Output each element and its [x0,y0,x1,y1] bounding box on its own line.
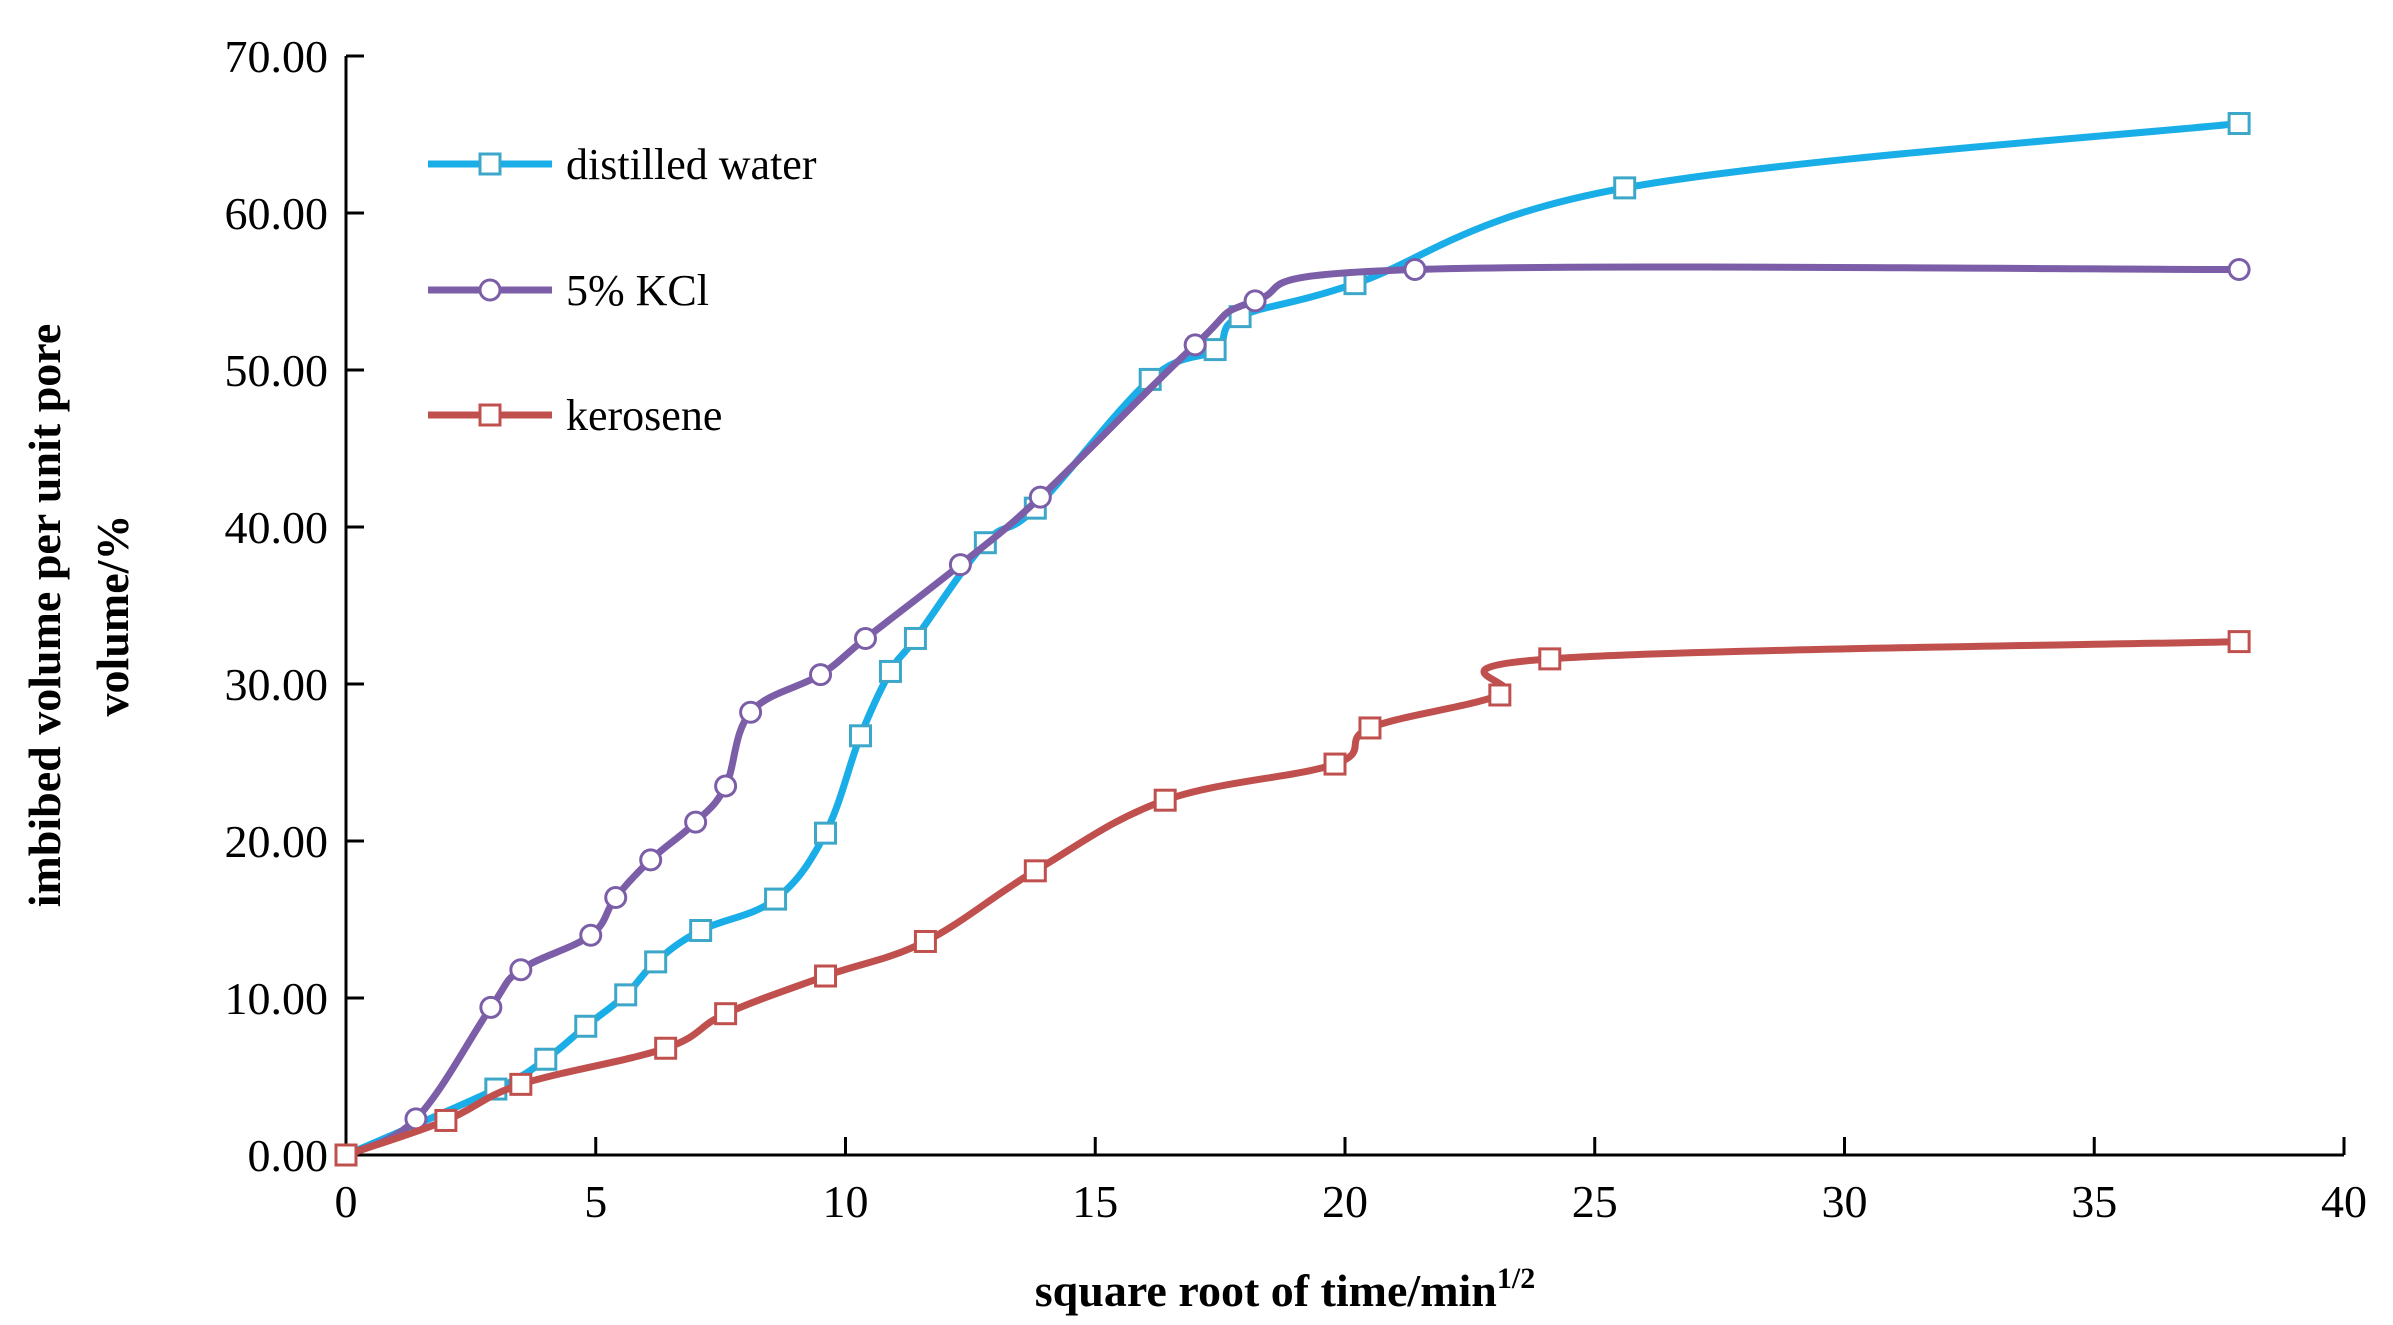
data-point-kerosene [814,964,838,988]
data-point-5-kcl [809,663,833,687]
legend-item-5-kcl: 5% KCl [428,266,709,315]
series-line-kerosene [342,638,2243,1159]
x-tick-label: 20 [1322,1176,1368,1227]
y-tick-label: 30.00 [225,659,329,710]
x-tick-label: 35 [2071,1176,2117,1227]
data-point-distilled-water [903,626,927,650]
data-point-kerosene [1153,788,1177,812]
series-kerosene [334,630,2251,1167]
x-tick-label: 40 [2321,1176,2367,1227]
y-axis-title: imbibed volume per unit pore volume/% [19,324,138,908]
legend-label-5-kcl: 5% KCl [566,266,709,315]
data-point-5-kcl [853,626,877,650]
x-tick-label: 5 [584,1176,607,1227]
y-tick-label: 0.00 [248,1130,329,1181]
data-point-distilled-water [1343,272,1367,296]
data-point-5-kcl [639,848,663,872]
legend-item-distilled-water: distilled water [428,140,817,189]
data-point-distilled-water [1613,176,1637,200]
x-tick-label: 25 [1572,1176,1618,1227]
x-tick-label: 0 [335,1176,358,1227]
x-axis-ticks: 0 5 10 15 20 25 30 35 40 [335,1137,2367,1227]
data-point-5-kcl [1243,289,1267,313]
data-point-distilled-water [644,950,668,974]
data-point-kerosene [1358,716,1382,740]
data-point-kerosene [334,1143,358,1167]
data-point-distilled-water [848,724,872,748]
x-tick-label: 10 [823,1176,869,1227]
data-point-kerosene [1023,859,1047,883]
data-point-distilled-water [534,1047,558,1071]
data-point-distilled-water [689,918,713,942]
series-layer [334,112,2251,1167]
data-point-5-kcl [948,553,972,577]
x-tick-label: 15 [1072,1176,1118,1227]
data-point-kerosene [509,1072,533,1096]
legend-item-kerosene: kerosene [428,391,722,440]
data-point-distilled-water [614,983,638,1007]
y-tick-label: 20.00 [225,816,329,867]
y-tick-label: 10.00 [225,973,329,1024]
data-point-5-kcl [684,810,708,834]
data-point-5-kcl [1403,258,1427,282]
y-axis-title-line-1: imbibed volume per unit pore [19,324,70,908]
y-axis-ticks: 0.00 10.00 20.00 30.00 40.00 50.00 60.00 70.00 [225,31,364,1181]
data-point-kerosene [1323,752,1347,776]
data-point-kerosene [1488,683,1512,707]
data-point-distilled-water [878,659,902,683]
x-axis-title-main: square root of time/min [1035,1265,1497,1316]
legend-marker-distilled-water [478,152,502,176]
data-point-5-kcl [509,958,533,982]
data-point-kerosene [654,1036,678,1060]
data-point-5-kcl [579,923,603,947]
y-tick-label: 70.00 [225,31,329,82]
data-point-kerosene [434,1108,458,1132]
data-point-5-kcl [1183,333,1207,357]
data-point-distilled-water [814,821,838,845]
data-point-kerosene [2227,630,2251,654]
data-point-5-kcl [739,700,763,724]
data-point-distilled-water [574,1014,598,1038]
data-point-5-kcl [479,995,503,1019]
data-point-5-kcl [2227,258,2251,282]
data-point-5-kcl [604,886,628,910]
legend-marker-5-kcl [478,278,502,302]
y-tick-label: 50.00 [225,345,329,396]
data-point-distilled-water [1203,338,1227,362]
legend-label-distilled-water: distilled water [566,140,817,189]
data-point-kerosene [714,1002,738,1026]
data-point-5-kcl [714,774,738,798]
legend-label-kerosene: kerosene [566,391,722,440]
data-point-5-kcl [1028,485,1052,509]
y-tick-label: 60.00 [225,188,329,239]
legend: distilled water 5% KCl kerosene [428,140,817,440]
x-axis-title-superscript: 1/2 [1497,1262,1535,1295]
axes [344,56,2344,1157]
x-tick-label: 30 [1822,1176,1868,1227]
y-tick-label: 40.00 [225,502,329,553]
data-point-distilled-water [764,887,788,911]
data-point-kerosene [913,929,937,953]
x-axis-title: square root of time/min1/2 [1035,1262,1535,1316]
y-axis-title-line-2: volume/% [87,515,138,717]
data-point-kerosene [1538,647,1562,671]
data-point-distilled-water [2227,112,2251,136]
legend-marker-kerosene [478,403,502,427]
